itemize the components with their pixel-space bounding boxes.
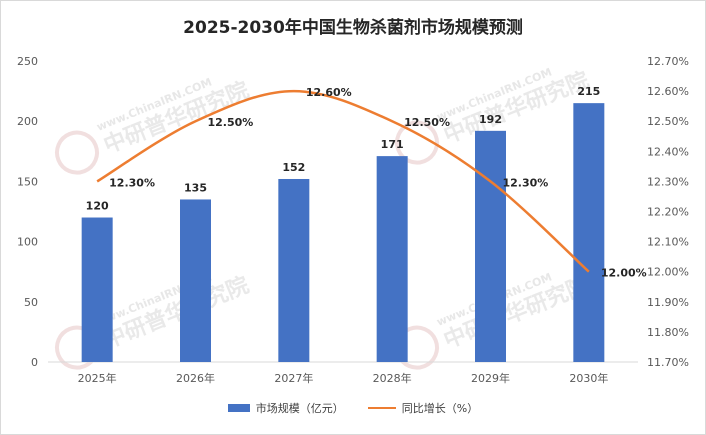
watermark-logo (395, 120, 440, 165)
y-tick-label-right: 12.50% (647, 115, 689, 128)
bar-value-label: 192 (479, 113, 502, 126)
bar-value-label: 171 (381, 138, 404, 151)
y-tick-label-right: 12.00% (647, 266, 689, 279)
legend-label-line: 同比增长（%） (401, 402, 479, 415)
bar (81, 217, 113, 362)
y-tick-label-left: 250 (17, 55, 38, 68)
line-value-label: 12.50% (208, 116, 254, 129)
y-tick-label-right: 12.70% (647, 55, 689, 68)
x-tick-label: 2025年 (78, 371, 117, 385)
line-value-label: 12.30% (109, 176, 155, 189)
x-tick-label: 2029年 (471, 371, 510, 385)
x-tick-label: 2026年 (176, 371, 215, 385)
legend-item-line: 同比增长（%） (367, 400, 479, 416)
legend-item-bar: 市场规模（亿元） (227, 400, 344, 416)
y-tick-label-right: 12.60% (647, 85, 689, 98)
y-tick-label-right: 11.80% (647, 326, 689, 339)
y-tick-label-left: 0 (31, 356, 38, 369)
y-tick-label-right: 12.30% (647, 175, 689, 188)
y-tick-label-right: 11.70% (647, 356, 689, 369)
legend-swatch-bar (227, 404, 250, 412)
x-tick-label: 2028年 (373, 371, 412, 385)
legend-swatch-line (367, 407, 396, 409)
line-value-label: 12.60% (306, 86, 352, 99)
bar (180, 199, 211, 362)
y-tick-label-right: 12.10% (647, 236, 689, 249)
bar (278, 178, 310, 362)
y-tick-label-left: 200 (17, 115, 38, 128)
bar (376, 156, 408, 362)
y-tick-label-right: 12.20% (647, 206, 689, 219)
x-tick-label: 2030年 (569, 371, 608, 385)
legend-label-bar: 市场规模（亿元） (255, 402, 344, 415)
y-tick-label-left: 150 (17, 175, 38, 188)
y-tick-label-right: 12.40% (647, 145, 689, 158)
line-value-label: 12.30% (503, 176, 549, 189)
watermark-logo (55, 130, 100, 175)
bar-value-label: 120 (86, 200, 109, 213)
bar-value-label: 215 (577, 85, 600, 98)
bar-value-label: 152 (282, 161, 305, 174)
chart-title: 2025-2030年中国生物杀菌剂市场规模预测 (183, 18, 523, 38)
bar (573, 103, 605, 362)
bar-value-label: 135 (184, 181, 207, 194)
line-value-label: 12.50% (404, 116, 450, 129)
bar (475, 130, 506, 362)
y-tick-label-left: 50 (24, 296, 38, 309)
line-value-label: 12.00% (601, 267, 647, 280)
x-tick-label: 2027年 (274, 371, 313, 385)
chart-legend: 市场规模（亿元） 同比增长（%） (0, 400, 706, 416)
growth-line (96, 89, 590, 273)
y-tick-label-left: 100 (17, 236, 38, 249)
y-tick-label-right: 11.90% (647, 296, 689, 309)
